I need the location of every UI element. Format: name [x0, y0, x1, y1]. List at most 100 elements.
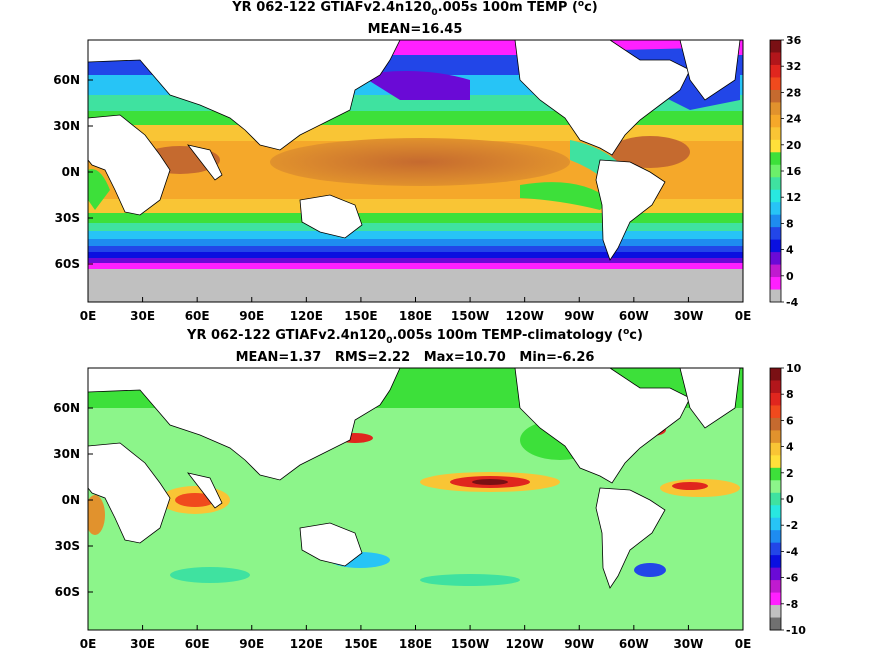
- lon-tick-label: 90W: [564, 637, 594, 651]
- lon-tick-label: 60W: [619, 309, 649, 323]
- colorbar-tick-label: 8: [786, 217, 794, 230]
- lat-tick-label: 0N: [62, 493, 80, 507]
- colorbar-tick-label: -8: [786, 598, 798, 611]
- top-title: YR 062-122 GTIAFv2.4n1200.005s 100m TEMP…: [231, 0, 597, 18]
- lon-tick-label: 30E: [130, 309, 155, 323]
- colorbar-tick-label: -4: [786, 296, 799, 309]
- lon-tick-label: 120E: [290, 637, 323, 651]
- lon-tick-label: 90E: [239, 309, 264, 323]
- lon-tick-label: 90E: [239, 637, 264, 651]
- colorbar-swatch: [770, 405, 781, 419]
- colorbar-tick-label: -4: [786, 545, 799, 558]
- lat-tick-label: 0N: [62, 165, 80, 179]
- bottom-title: YR 062-122 GTIAFv2.4n1200.005s 100m TEMP…: [186, 327, 643, 346]
- colorbar-swatch: [770, 227, 781, 241]
- colorbar-tick-label: 6: [786, 414, 794, 427]
- colorbar-swatch: [770, 89, 781, 103]
- lat-tick-label: 60N: [53, 401, 80, 415]
- lat-tick-label: 30N: [53, 119, 80, 133]
- colorbar-swatch: [770, 114, 781, 128]
- colorbar-tick-label: 32: [786, 60, 801, 73]
- lon-tick-label: 60E: [185, 309, 210, 323]
- colorbar-tick-label: 12: [786, 191, 801, 204]
- bottom-lat-axis: 60N 30N 0N 30S 60S: [53, 401, 93, 599]
- top-panel: YR 062-122 GTIAFv2.4n1200.005s 100m TEMP…: [53, 0, 801, 323]
- lon-tick-label: 150E: [344, 637, 377, 651]
- lon-tick-label: 0E: [80, 309, 97, 323]
- colorbar-swatch: [770, 152, 781, 166]
- lon-tick-label: 60E: [185, 637, 210, 651]
- colorbar-tick-label: 24: [786, 113, 802, 126]
- colorbar-tick-label: 4: [786, 441, 794, 454]
- lon-tick-label: 0E: [735, 637, 752, 651]
- colorbar-tick-label: 10: [786, 362, 802, 375]
- lat-tick-label: 30S: [55, 539, 80, 553]
- colorbar-tick-label: 28: [786, 86, 801, 99]
- colorbar-swatch: [770, 517, 781, 531]
- colorbar-swatch: [770, 455, 781, 469]
- lat-tick-label: 60S: [55, 585, 80, 599]
- lat-tick-label: 60S: [55, 257, 80, 271]
- colorbar-swatch: [770, 430, 781, 444]
- bottom-land: [88, 368, 741, 589]
- colorbar-swatch: [770, 127, 781, 141]
- lon-tick-label: 0E: [80, 637, 97, 651]
- lon-tick-label: 0E: [735, 309, 752, 323]
- colorbar-swatch: [770, 417, 781, 431]
- colorbar-swatch: [770, 239, 781, 253]
- colorbar-swatch: [770, 492, 781, 506]
- bottom-stats: MEAN=1.37 RMS=2.22 Max=10.70 Min=-6.26: [236, 350, 595, 365]
- lat-tick-label: 30S: [55, 211, 80, 225]
- colorbar-swatch: [770, 189, 781, 203]
- lon-tick-label: 120W: [506, 309, 544, 323]
- colorbar-swatch: [770, 139, 781, 153]
- lon-tick-label: 150W: [451, 309, 489, 323]
- lon-tick-label: 90W: [564, 309, 594, 323]
- colorbar-swatch: [770, 40, 781, 53]
- top-colorbar: 36 32 28 24 20 16 12 8 4 0 -4: [769, 34, 802, 309]
- colorbar-swatch: [770, 592, 781, 606]
- colorbar-swatch: [770, 77, 781, 91]
- colorbar-tick-label: 36: [786, 34, 802, 47]
- lon-tick-label: 150W: [451, 637, 489, 651]
- lon-tick-label: 30W: [673, 309, 703, 323]
- colorbar-swatch: [770, 392, 781, 406]
- colorbar-tick-label: 0: [786, 493, 794, 506]
- colorbar-swatch: [770, 252, 781, 266]
- colorbar-swatch: [770, 605, 781, 619]
- colorbar-swatch: [770, 530, 781, 544]
- colorbar-tick-label: 0: [786, 270, 794, 283]
- lat-tick-label: 30N: [53, 447, 80, 461]
- colorbar-swatch: [770, 617, 781, 631]
- bottom-panel: YR 062-122 GTIAFv2.4n1200.005s 100m TEMP…: [53, 327, 806, 651]
- bottom-map: [88, 368, 743, 630]
- colorbar-swatch: [770, 289, 781, 303]
- colorbar-swatch: [770, 52, 781, 66]
- colorbar-swatch: [770, 277, 781, 291]
- colorbar-swatch: [770, 567, 781, 581]
- lon-tick-label: 30W: [673, 637, 703, 651]
- colorbar-tick-label: -10: [786, 624, 806, 637]
- top-map: [88, 40, 743, 302]
- colorbar-tick-label: 4: [786, 244, 794, 257]
- lat-tick-label: 60N: [53, 73, 80, 87]
- colorbar-tick-label: 20: [786, 139, 802, 152]
- colorbar-swatch: [770, 102, 781, 116]
- colorbar-tick-label: -6: [786, 572, 799, 585]
- colorbar-swatch: [770, 480, 781, 494]
- colorbar-tick-label: 8: [786, 388, 794, 401]
- top-stats: MEAN=16.45: [368, 22, 463, 37]
- lon-tick-label: 180E: [399, 309, 432, 323]
- lon-tick-label: 60W: [619, 637, 649, 651]
- lon-tick-label: 30E: [130, 637, 155, 651]
- colorbar-swatch: [770, 214, 781, 228]
- colorbar-swatch: [770, 368, 781, 381]
- colorbar-tick-label: -2: [786, 519, 798, 532]
- top-lat-axis: 60N 30N 0N 30S 60S: [53, 73, 93, 271]
- colorbar-swatch: [770, 380, 781, 394]
- bottom-lon-axis: 0E 30E 60E 90E 120E 150E 180E 150W 120W 90W 60W 30W…: [80, 625, 752, 651]
- colorbar-swatch: [770, 177, 781, 191]
- colorbar-swatch: [770, 580, 781, 594]
- colorbar-swatch: [770, 164, 781, 178]
